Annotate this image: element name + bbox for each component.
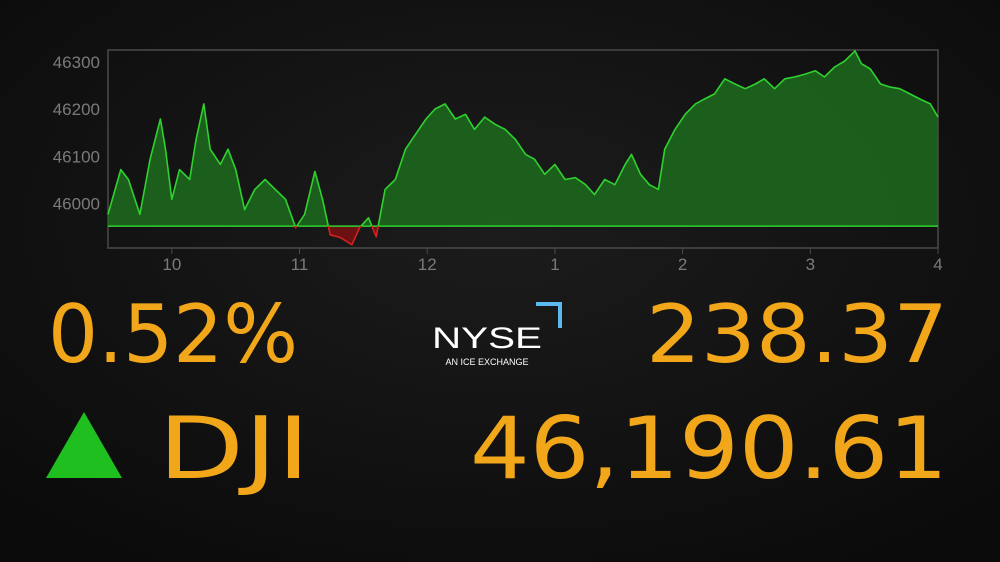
x-tick-label: 1	[550, 255, 559, 274]
price: 46,190.61	[470, 399, 948, 499]
change-points: 238.37	[646, 288, 948, 381]
logo-corner	[536, 302, 562, 328]
nyse-logo: NYSE AN ICE EXCHANGE	[432, 302, 562, 367]
x-tick-label: 11	[291, 255, 309, 274]
x-tick-label: 4	[933, 255, 942, 274]
symbol: DJI	[158, 399, 310, 499]
price-line	[107, 50, 939, 246]
area-fill	[108, 50, 938, 245]
y-tick-label: 46100	[53, 147, 100, 166]
logo-tagline: AN ICE EXCHANGE	[445, 357, 528, 367]
x-tick-label: 10	[162, 255, 181, 274]
y-tick-label: 46300	[53, 53, 100, 72]
x-tick-label: 12	[418, 255, 437, 274]
y-tick-label: 46000	[53, 195, 100, 214]
x-tick-label: 2	[678, 255, 687, 274]
change-percent: 0.52%	[48, 288, 298, 381]
x-tick-label: 3	[806, 255, 815, 274]
y-tick-label: 46200	[53, 100, 100, 119]
up-arrow	[46, 412, 122, 478]
logo-name: NYSE	[432, 322, 542, 355]
